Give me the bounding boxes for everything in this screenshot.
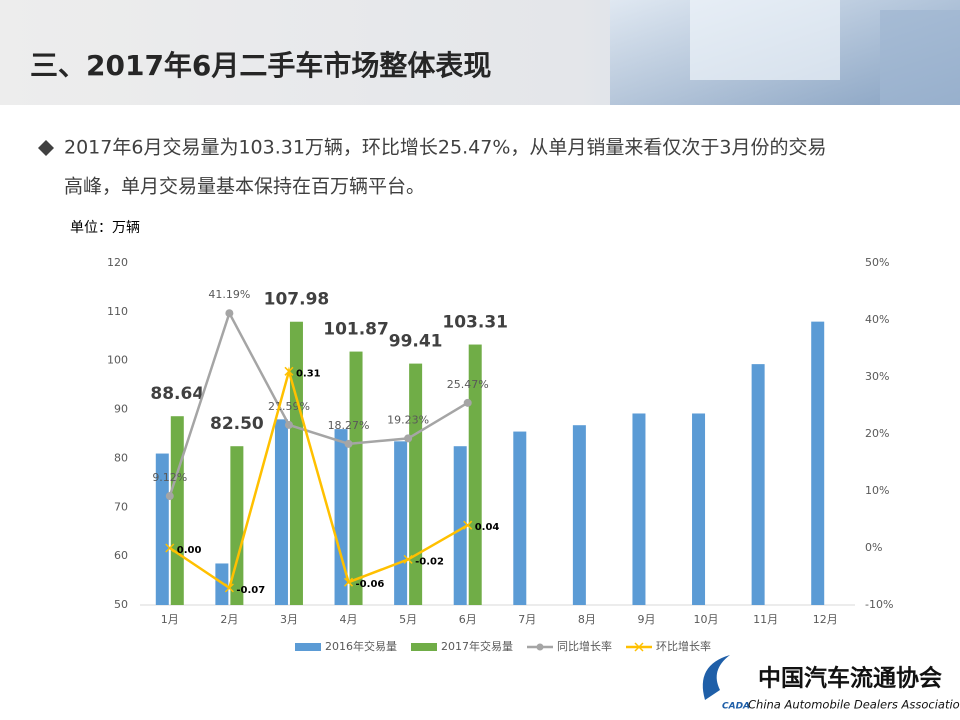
data-label: -0.02: [415, 556, 444, 567]
line: [169, 366, 469, 590]
data-label: 0.00: [177, 545, 202, 556]
y2-tick-label: 20%: [865, 427, 889, 440]
x-tick-label: 6月: [459, 613, 477, 626]
bar: [572, 425, 586, 605]
data-label: 103.31: [442, 313, 508, 333]
line-marker: [224, 583, 234, 593]
data-label: 25.47%: [447, 378, 489, 391]
x-tick-label: 8月: [578, 613, 596, 626]
logo-mark: CADA: [722, 702, 750, 712]
bullet-icon: [38, 140, 54, 156]
y-tick-label: 70: [114, 500, 128, 513]
logo-name: 中国汽车流通协会: [758, 665, 942, 692]
x-tick-label: 7月: [518, 613, 536, 626]
x-tick-label: 11月: [753, 613, 778, 626]
bar: [453, 446, 467, 605]
data-label: 82.50: [210, 414, 264, 434]
y-tick-label: 120: [107, 256, 128, 269]
x-tick-label: 2月: [220, 613, 238, 626]
bar: [409, 363, 423, 605]
x-tick-label: 9月: [637, 613, 655, 626]
bar: [230, 446, 244, 605]
y2-tick-label: 30%: [865, 370, 889, 383]
y-tick-label: 80: [114, 451, 128, 464]
data-label: 0.04: [475, 522, 500, 533]
x-tick-label: 10月: [694, 613, 719, 626]
line-marker: [225, 309, 234, 318]
y2-tick-label: -10%: [865, 598, 893, 611]
legend-label: 同比增长率: [557, 639, 612, 653]
bar: [155, 453, 169, 605]
x-tick-label: 1月: [161, 613, 179, 626]
header-cube: [690, 0, 840, 80]
chart: 50 60 70 80 90 100 110 120 -10% 0% 10% 20% 30% 40% 50%…: [107, 256, 893, 653]
bar: [632, 413, 646, 605]
y-tick-label: 110: [107, 305, 128, 318]
data-label: 9.12%: [152, 471, 187, 484]
bar: [513, 431, 527, 605]
line-marker: [403, 554, 413, 564]
logo-icon: [702, 655, 730, 700]
y2-tick-label: 0%: [865, 541, 882, 554]
data-label: 88.64: [150, 384, 204, 404]
y2-tick-label: 40%: [865, 313, 889, 326]
data-label: 99.41: [389, 332, 443, 352]
y2-tick-label: 10%: [865, 484, 889, 497]
data-label: -0.07: [236, 585, 265, 596]
y-tick-label: 60: [114, 549, 128, 562]
bar: [468, 344, 482, 605]
bullet-text: 2017年6月交易量为103.31万辆，环比增长25.47%，从单月销量来看仅次…: [64, 137, 826, 159]
y-tick-label: 100: [107, 354, 128, 367]
bar: [751, 364, 765, 605]
legend-label: 2016年交易量: [325, 639, 397, 653]
bar: [334, 429, 348, 605]
data-label: 41.19%: [208, 288, 250, 301]
data-label: -0.06: [356, 579, 385, 590]
legend-swatch: [536, 643, 544, 651]
x-tick-label: 3月: [280, 613, 298, 626]
line-marker: [463, 520, 473, 530]
legend-swatch: [634, 642, 644, 652]
x-tick-label: 5月: [399, 613, 417, 626]
bar: [274, 419, 288, 605]
line: [168, 310, 469, 497]
data-label: 107.98: [264, 290, 330, 310]
bar: [692, 413, 706, 605]
header-cube: [880, 10, 960, 105]
slide-title: 三、2017年6月二手车市场整体表现: [30, 49, 491, 82]
legend-label: 环比增长率: [656, 639, 711, 653]
data-label: 19.23%: [387, 413, 429, 426]
legend-label: 2017年交易量: [441, 639, 513, 653]
line-marker: [284, 366, 294, 376]
x-tick-label: 4月: [340, 613, 358, 626]
y-tick-label: 50: [114, 598, 128, 611]
line-marker: [284, 420, 293, 429]
bar: [289, 321, 303, 605]
legend-swatch: [411, 643, 437, 651]
data-label: 101.87: [323, 320, 389, 340]
data-label: 0.31: [296, 368, 321, 379]
line-marker: [404, 434, 413, 443]
logo-name-en: China Automobile Dealers Association: [748, 698, 960, 712]
bullet-text: 高峰，单月交易量基本保持在百万辆平台。: [64, 176, 425, 198]
legend-swatch: [295, 643, 321, 651]
unit-label: 单位：万辆: [70, 220, 140, 236]
data-label: 18.27%: [328, 419, 370, 432]
data-label: 21.59%: [268, 400, 310, 413]
line-marker: [165, 543, 175, 553]
bar: [349, 351, 363, 605]
y-tick-label: 90: [114, 403, 128, 416]
x-tick-label: 12月: [813, 613, 838, 626]
line-marker: [165, 492, 174, 501]
y2-tick-label: 50%: [865, 256, 889, 269]
line-marker: [344, 439, 353, 448]
line-marker: [463, 398, 472, 407]
line-marker: [344, 577, 354, 587]
bar: [394, 441, 408, 605]
bar: [811, 321, 825, 605]
bar: [170, 416, 184, 605]
